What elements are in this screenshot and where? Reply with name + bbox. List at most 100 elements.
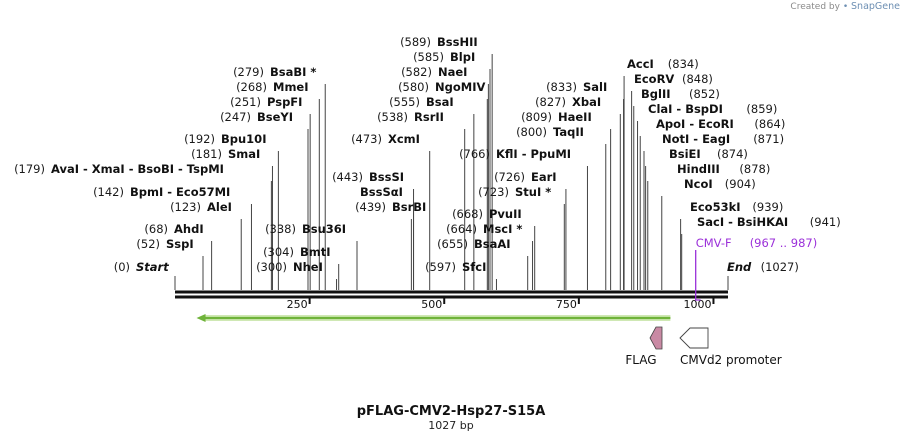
site-position: (0) — [114, 260, 130, 274]
site-position: (538) — [377, 110, 408, 124]
restriction-site-label[interactable]: (589) BssHII — [400, 35, 478, 49]
site-enzyme-name: AvaI - XmaI - BsoBI - TspMI — [51, 162, 224, 176]
restriction-site-label[interactable]: (279) BsaBI * — [233, 65, 316, 79]
site-enzyme-name: End — [727, 260, 752, 274]
restriction-site-label[interactable]: (304) BmtI — [263, 245, 330, 259]
restriction-site-label[interactable]: BssSαI — [360, 185, 403, 199]
restriction-site-label[interactable]: ApoI - EcoRI (864) — [656, 117, 785, 131]
restriction-site-label[interactable]: (123) AleI — [170, 200, 232, 214]
site-enzyme-name: XbaI — [572, 95, 601, 109]
restriction-site-label[interactable]: ClaI - BspDI (859) — [648, 102, 777, 116]
sequence-end-label[interactable]: (0) Start — [114, 260, 170, 274]
restriction-site-label[interactable]: (668) PvuII — [452, 207, 522, 221]
site-enzyme-name: Bpu10I — [221, 132, 266, 146]
restriction-site-label[interactable]: (723) StuI * — [478, 185, 551, 199]
site-enzyme-name: NheI — [293, 260, 323, 274]
site-position: (809) — [521, 110, 552, 124]
restriction-site-label[interactable]: (439) BsrBI — [355, 200, 426, 214]
site-enzyme-name: Bsu36I — [302, 222, 346, 236]
site-position: (766) — [459, 147, 490, 161]
restriction-site-label[interactable]: (580) NgoMIV — [398, 80, 485, 94]
restriction-site-label[interactable]: (68) AhdI — [144, 222, 203, 236]
site-enzyme-name: BsaBI * — [270, 65, 316, 79]
restriction-site-label[interactable]: (192) Bpu10I — [184, 132, 266, 146]
site-enzyme-name: KflI - PpuMI — [496, 147, 571, 161]
restriction-site-label[interactable]: (338) Bsu36I — [265, 222, 346, 236]
restriction-site-label[interactable]: (800) TaqII — [516, 125, 584, 139]
restriction-site-label[interactable]: (179) AvaI - XmaI - BsoBI - TspMI — [14, 162, 224, 176]
site-position: (589) — [400, 35, 431, 49]
site-enzyme-name: HaeII — [558, 110, 592, 124]
restriction-site-label[interactable]: (443) BssSI — [332, 170, 404, 184]
restriction-site-label[interactable]: (766) KflI - PpuMI — [459, 147, 571, 161]
site-position: (859) — [746, 102, 777, 116]
site-enzyme-name: NgoMIV — [435, 80, 485, 94]
site-enzyme-name: StuI * — [515, 185, 551, 199]
restriction-site-label[interactable]: AccI (834) — [627, 57, 699, 71]
site-position: (827) — [535, 95, 566, 109]
restriction-site-label[interactable]: (268) MmeI — [236, 80, 308, 94]
site-enzyme-name: BpmI - Eco57MI — [130, 185, 230, 199]
restriction-site-label[interactable]: (251) PspFI — [230, 95, 302, 109]
primer-binding-mark[interactable] — [695, 250, 701, 301]
restriction-site-label[interactable]: (582) NaeI — [401, 65, 467, 79]
orf-arrowhead — [196, 314, 206, 322]
site-position: (555) — [389, 95, 420, 109]
site-position: (848) — [682, 72, 713, 86]
restriction-site-label[interactable]: (473) XcmI — [351, 132, 420, 146]
site-position: (723) — [478, 185, 509, 199]
site-position: (123) — [170, 200, 201, 214]
restriction-site-label[interactable]: (52) SspI — [136, 237, 193, 251]
restriction-site-label[interactable]: (726) EarI — [494, 170, 557, 184]
restriction-site-label[interactable]: SacI - BsiHKAI (941) — [697, 215, 841, 229]
restriction-site-label[interactable]: EcoRV (848) — [634, 72, 713, 86]
site-position: (580) — [398, 80, 429, 94]
flag-tag-arrow[interactable] — [649, 326, 663, 350]
cmvd2-promoter-arrow[interactable] — [679, 327, 709, 349]
site-enzyme-name: Eco53kI — [690, 200, 741, 214]
restriction-site-label[interactable]: (664) MscI * — [446, 222, 522, 236]
site-enzyme-name: PvuII — [489, 207, 522, 221]
restriction-site-label[interactable]: (538) RsrII — [377, 110, 444, 124]
restriction-site-label[interactable]: (833) SalI — [546, 80, 607, 94]
site-position: (664) — [446, 222, 477, 236]
primer-track[interactable]: CMV-F (967 .. 987) — [695, 236, 818, 301]
restriction-site-label[interactable]: NotI - EagI (871) — [662, 132, 784, 146]
flag-label: FLAG — [625, 353, 656, 367]
ruler-tick-label: 750 — [556, 298, 577, 311]
restriction-site-label[interactable]: BsiEI (874) — [669, 147, 748, 161]
restriction-site-label[interactable]: (827) XbaI — [535, 95, 601, 109]
restriction-site-label[interactable]: (555) BsaI — [389, 95, 454, 109]
restriction-site-label[interactable]: (809) HaeII — [521, 110, 592, 124]
site-position: (192) — [184, 132, 215, 146]
restriction-site-label[interactable]: (142) BpmI - Eco57MI — [93, 185, 230, 199]
site-position: (473) — [351, 132, 382, 146]
sequence-end-label[interactable]: End (1027) — [727, 260, 799, 274]
site-position: (582) — [401, 65, 432, 79]
restriction-site-label[interactable]: (655) BsaAI — [437, 237, 511, 251]
plasmid-name: pFLAG-CMV2-Hsp27-S15A — [357, 404, 546, 419]
site-labels[interactable]: (0) Start (52) SspI(68) AhdI (123) AleI (142) Bp… — [14, 35, 841, 274]
site-position: (300) — [256, 260, 287, 274]
restriction-site-label[interactable]: (300) NheI — [256, 260, 323, 274]
restriction-site-label[interactable]: (585) BlpI — [413, 50, 475, 64]
site-position: (864) — [754, 117, 785, 131]
site-enzyme-name: BsaAI — [474, 237, 511, 251]
restriction-site-label[interactable]: NcoI (904) — [684, 177, 756, 191]
site-enzyme-name: AccI — [627, 57, 654, 71]
restriction-site-label[interactable]: (597) SfcI — [425, 260, 486, 274]
site-enzyme-name: NaeI — [438, 65, 467, 79]
site-position: (941) — [810, 215, 841, 229]
ruler-tick-label: 1000 — [683, 298, 711, 311]
site-position: (800) — [516, 125, 547, 139]
feature-track[interactable]: FLAG CMVd2 promoter — [196, 314, 782, 367]
restriction-site-label[interactable]: BglII (852) — [641, 87, 720, 101]
restriction-site-label[interactable]: Eco53kI (939) — [690, 200, 783, 214]
restriction-site-label[interactable]: (247) BseYI — [220, 110, 293, 124]
site-enzyme-name: BlpI — [450, 50, 475, 64]
site-position: (279) — [233, 65, 264, 79]
restriction-site-label[interactable]: (181) SmaI — [191, 147, 260, 161]
site-position: (443) — [332, 170, 363, 184]
site-position: (142) — [93, 185, 124, 199]
restriction-site-label[interactable]: HindIII (878) — [677, 162, 770, 176]
